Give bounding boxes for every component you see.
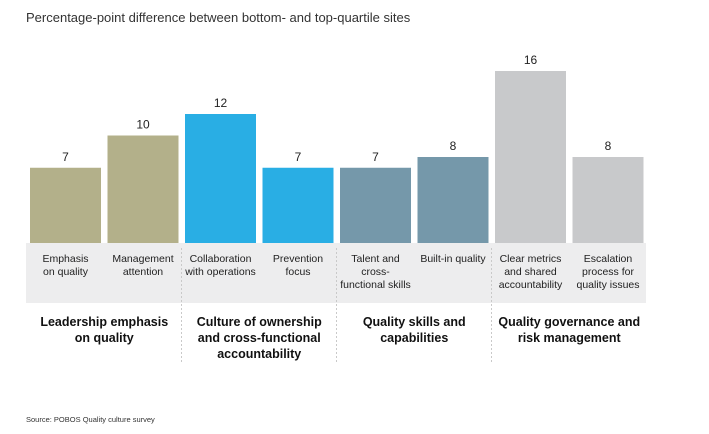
category-label: Management attention xyxy=(112,253,173,278)
bar xyxy=(340,167,411,243)
category-label: Escalation process for quality issues xyxy=(576,253,639,291)
bar xyxy=(495,71,566,243)
data-label: 8 xyxy=(605,139,612,153)
group-label: Culture of ownership and cross-functional… xyxy=(197,315,322,361)
category-label: Clear metrics and shared accountability xyxy=(499,253,563,291)
category-label: Prevention focus xyxy=(273,253,323,278)
group-label: Quality skills and capabilities xyxy=(363,315,466,345)
bar xyxy=(572,157,644,243)
bar xyxy=(107,135,179,243)
category-label: Emphasis on quality xyxy=(42,253,88,278)
bar xyxy=(30,167,101,243)
bar xyxy=(262,167,334,243)
category-label: Collaboration with operations xyxy=(184,253,256,278)
data-label: 7 xyxy=(372,150,379,164)
data-label: 8 xyxy=(450,139,457,153)
group-label: Leadership emphasis on quality xyxy=(40,315,168,345)
data-label: 7 xyxy=(295,150,302,164)
group-label: Quality governance and risk management xyxy=(498,315,640,345)
data-label: 12 xyxy=(214,96,228,110)
data-label: 7 xyxy=(62,150,69,164)
category-label: Built-in quality xyxy=(420,253,486,265)
source-note: Source: POBOS Quality culture survey xyxy=(26,415,155,424)
data-label: 16 xyxy=(524,53,538,67)
bar xyxy=(185,114,256,243)
category-label: Talent and cross-functional skills xyxy=(340,253,411,291)
bar xyxy=(417,157,489,243)
chart-subtitle: Percentage-point difference between bott… xyxy=(26,10,411,25)
data-label: 10 xyxy=(136,118,150,132)
